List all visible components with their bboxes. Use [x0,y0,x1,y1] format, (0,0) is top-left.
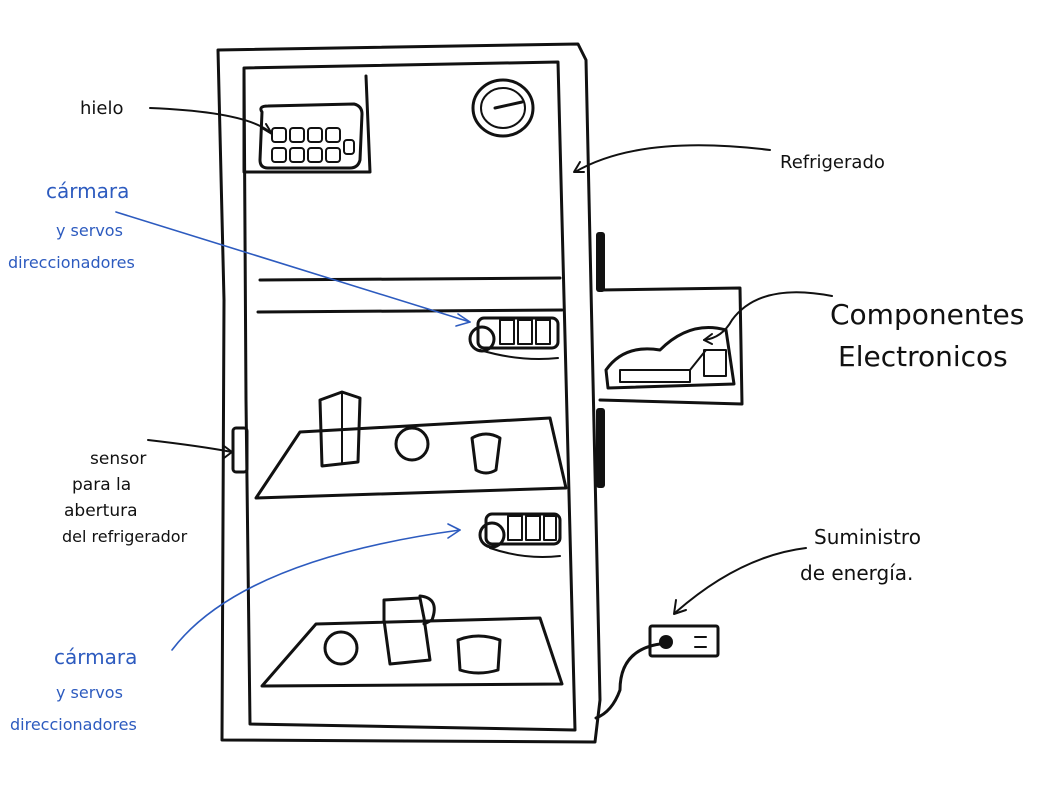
annotation-arrows-black [147,107,833,615]
label-sensor-4: del refrigerador [62,527,188,546]
annotation-arrows-blue [115,211,471,651]
label-sensor-3: abertura [64,501,138,521]
thermostat-dial-icon [471,78,535,138]
label-camara-top-2: y servos [56,221,123,240]
label-sensor-1: sensor [90,449,146,469]
middle-shelf-items [318,390,502,475]
label-camara-bottom-1: cármara [54,645,137,669]
door-sensor [231,426,249,474]
label-suministro: Suministro [814,525,921,549]
label-camara-bottom-3: direccionadores [10,715,137,734]
fridge-body [216,42,602,744]
label-electronicos: Electronicos [838,340,1008,373]
label-sensor-2: para la [72,475,131,495]
power-outlet [594,624,720,720]
electronics-box [598,286,744,406]
freezer-compartment [242,72,372,174]
fridge-hinges [596,232,605,488]
fridge-shelves [254,276,568,688]
label-camara-top-1: cármara [46,179,129,203]
label-hielo: hielo [80,98,124,119]
ice-tray [258,102,364,170]
camera-servo-module-bottom [478,512,562,558]
label-refrigerado: Refrigerado [780,152,885,173]
label-camara-bottom-2: y servos [56,683,123,702]
bottom-shelf-items [323,594,502,675]
label-de-energia: de energía. [800,561,913,585]
camera-servo-module-top [468,316,560,360]
label-camara-top-3: direccionadores [8,253,135,272]
label-componentes: Componentes [830,298,1024,331]
